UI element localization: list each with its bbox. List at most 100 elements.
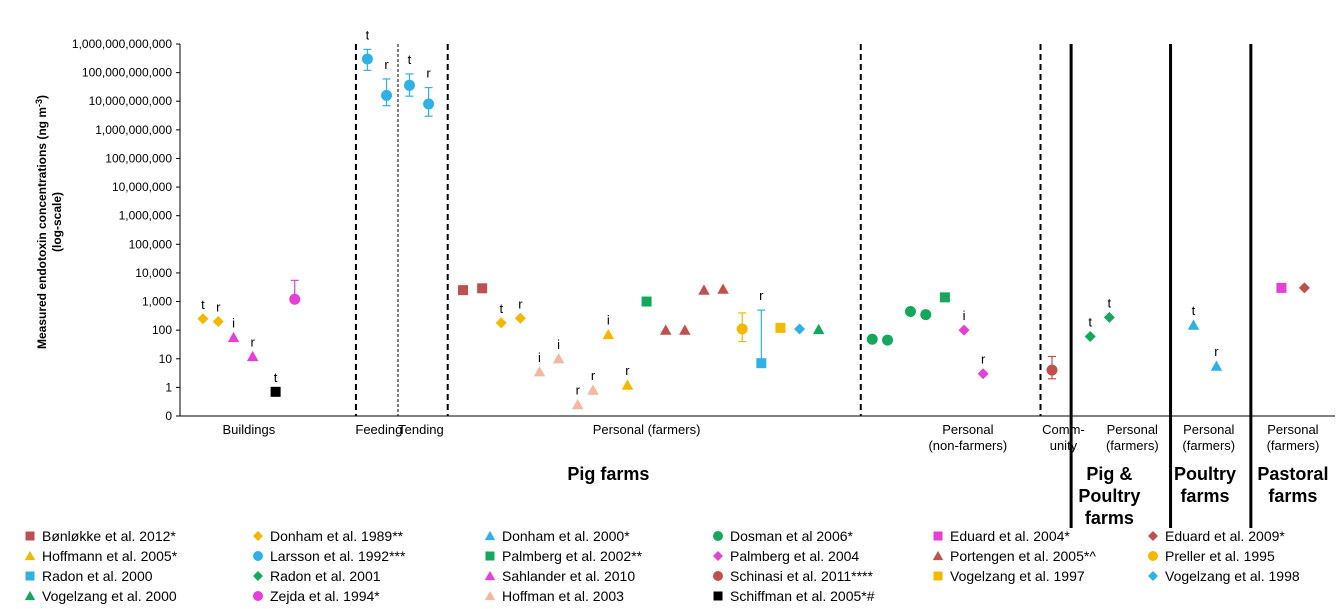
y-tick-label: 10,000,000,000 [89,94,173,108]
legend-marker [1148,571,1158,581]
legend: Bønløkke et al. 2012* Donham et al. 1989*… [24,528,1300,604]
x-category-label: Tending [398,422,444,437]
point-annotation: r [625,363,630,378]
legend-label: Schiffman et al. 2005*# [730,588,875,604]
data-point [1210,360,1223,371]
legend-marker [24,550,36,561]
legend-label: Zejda et al. 1994* [270,588,380,604]
legend-label: Sahlander et al. 2010 [502,568,635,584]
legend-label: Bønløkke et al. 2012* [42,528,176,544]
data-point [423,98,435,110]
data-point [977,368,989,380]
legend-label: Eduard et al. 2009* [1165,528,1285,544]
x-category-label: Comm- [1042,422,1085,437]
legend-marker [484,530,496,541]
group-label: Poultry [1174,464,1236,484]
data-point [227,331,240,343]
svg-text:Measured endotoxin concentrati: Measured endotoxin concentrations (ng m-… [34,95,49,349]
data-point [882,334,894,346]
legend-marker [25,571,35,581]
data-point [495,317,507,329]
data-point [775,322,786,333]
x-category-label: (non-farmers) [928,438,1007,453]
y-tick-label: 10,000,000 [112,180,172,194]
data-point [939,292,950,303]
legend-label: Portengen et al. 2005*^ [950,548,1096,564]
data-point [756,358,767,369]
legend-marker [713,551,723,561]
point-annotation: t [366,27,370,42]
legend-label: Vogelzang et al. 2000 [42,588,177,604]
legend-marker [253,551,263,561]
point-annotation: t [1108,295,1112,310]
y-tick-label: 1,000,000,000 [95,123,172,137]
y-tick-label: 10,000 [135,266,172,280]
y-tick-label: 1 [165,380,172,394]
data-point [197,313,209,325]
group-label: Pig & [1086,464,1132,484]
data-point [1298,282,1310,294]
data-point [602,328,615,340]
data-point [1187,319,1200,330]
legend-marker [484,590,496,601]
legend-label: Vogelzang et al. 1997 [950,568,1085,584]
y-tick-label: 10 [159,352,173,366]
point-annotation: t [274,370,278,385]
data-point [289,293,301,305]
point-annotation: r [426,66,431,81]
data-point [641,296,652,307]
point-annotation: i [232,316,235,331]
legend-label: Eduard et al. 2004* [950,528,1070,544]
point-annotation: t [1088,315,1092,330]
data-point [866,333,878,345]
point-annotation: r [981,352,986,367]
legend-label: Schinasi et al. 2011**** [730,568,873,584]
legend-marker [933,531,943,541]
point-annotation: i [538,350,541,365]
point-annotation: t [1192,303,1196,318]
point-annotation: t [201,297,205,312]
legend-marker [24,590,36,601]
legend-marker [253,591,263,601]
x-category-label: Personal [1107,422,1158,437]
point-annotation: r [591,368,596,383]
data-point [212,316,224,328]
point-annotation: r [216,300,221,315]
farm-group-labels: Pig farms Pig &PoultryfarmsPoultryfarmsPa… [567,464,1328,528]
data-point [246,350,259,362]
group-label: farms [1268,486,1317,506]
point-annotation: t [499,301,503,316]
data-point [1276,282,1287,293]
data-point [717,283,729,294]
data-point [621,379,634,390]
point-annotation: t [408,52,412,67]
legend-marker [713,531,723,541]
y-axis-label-line2: (log-scale) [50,192,64,252]
legend-marker [485,551,495,561]
y-axis-ticks: 0 1 10 100 1,000 10,000 100,000 1,000,000 10,000… [72,37,1335,423]
legend-marker [713,591,723,601]
y-tick-label: 100,000 [129,237,173,251]
legend-label: Hoffmann et al. 2005* [42,548,178,564]
legend-label: Dosman et al 2006* [730,528,854,544]
group-label: Pastoral [1257,464,1328,484]
data-point [533,366,546,377]
data-point [552,353,565,364]
x-category-label: Personal [942,422,993,437]
legend-label: Donham et al. 2000* [502,528,630,544]
error-bars [290,48,1056,380]
group-label: Pig farms [567,464,649,484]
legend-label: Vogelzang et al. 1998 [1165,568,1300,584]
y-tick-label: 0 [165,409,172,423]
x-category-label: Buildings [222,422,275,437]
legend-marker [1148,551,1158,561]
x-category-label: Personal [1267,422,1318,437]
x-category-label: (farmers) [1182,438,1235,453]
point-annotation: i [557,337,560,352]
legend-marker [1148,531,1158,541]
data-point [270,386,281,397]
legend-label: Donham et al. 1989** [270,528,404,544]
